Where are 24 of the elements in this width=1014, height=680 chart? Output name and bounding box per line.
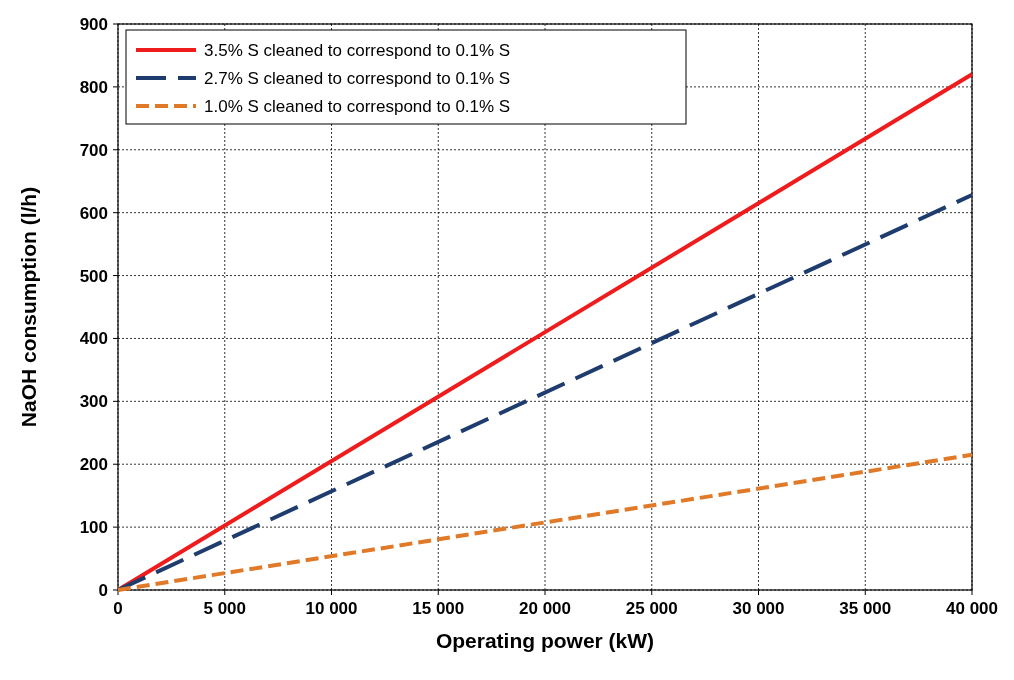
y-tick-label: 0 bbox=[98, 580, 108, 600]
legend-label: 1.0% S cleaned to correspond to 0.1% S bbox=[204, 96, 511, 116]
y-tick-label: 900 bbox=[79, 14, 108, 34]
y-tick-label: 200 bbox=[79, 455, 108, 475]
legend-label: 2.7% S cleaned to correspond to 0.1% S bbox=[204, 68, 511, 88]
x-tick-label: 40 000 bbox=[946, 599, 998, 618]
x-tick-label: 30 000 bbox=[732, 599, 785, 618]
y-tick-label: 600 bbox=[79, 203, 108, 223]
x-tick-label: 25 000 bbox=[625, 599, 678, 618]
y-tick-label: 700 bbox=[79, 140, 108, 160]
x-tick-label: 0 bbox=[113, 599, 123, 618]
x-tick-label: 5 000 bbox=[203, 599, 247, 618]
x-tick-label: 35 000 bbox=[839, 599, 892, 618]
y-axis-title: NaOH consumption (l/h) bbox=[17, 186, 40, 428]
x-tick-label: 15 000 bbox=[412, 599, 465, 618]
x-axis-title: Operating power (kW) bbox=[435, 629, 655, 652]
y-tick-label: 100 bbox=[79, 518, 108, 538]
y-tick-label: 300 bbox=[79, 392, 108, 412]
y-tick-label: 500 bbox=[79, 266, 108, 286]
legend-label: 3.5% S cleaned to correspond to 0.1% S bbox=[204, 40, 511, 60]
y-tick-label: 800 bbox=[79, 77, 108, 97]
x-tick-label: 20 000 bbox=[519, 599, 571, 618]
y-tick-label: 400 bbox=[79, 329, 108, 349]
x-tick-label: 10 000 bbox=[305, 599, 358, 618]
